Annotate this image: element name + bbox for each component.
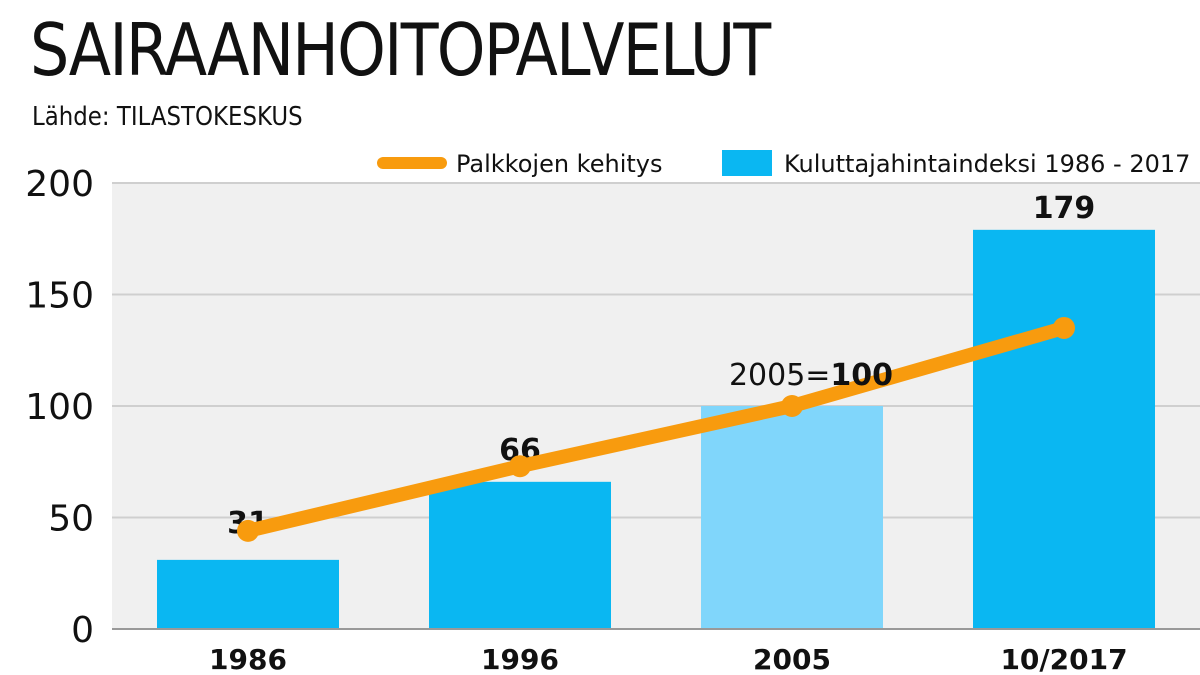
line-series-path bbox=[241, 320, 1071, 538]
legend: Palkkojen kehitys Kuluttajahintaindeksi … bbox=[377, 150, 1190, 178]
bar-value-label: 179 bbox=[1033, 191, 1096, 226]
chart-source: Lähde: TILASTOKESKUS bbox=[32, 102, 303, 132]
x-axis-labels: 1986 1996 2005 10/2017 bbox=[209, 643, 1128, 675]
x-tick-label: 2005 bbox=[753, 643, 831, 675]
y-tick-label: 100 bbox=[25, 387, 94, 428]
bar-2005 bbox=[701, 406, 883, 629]
line-series bbox=[237, 316, 1075, 542]
x-tick-label: 1986 bbox=[209, 643, 287, 675]
legend-bar-label: Kuluttajahintaindeksi 1986 - 2017 bbox=[784, 150, 1190, 178]
bar-1986 bbox=[157, 559, 339, 629]
line-point bbox=[781, 395, 803, 417]
bars bbox=[157, 229, 1155, 629]
line-point bbox=[1053, 316, 1075, 339]
base-year-value: 100 bbox=[830, 358, 893, 393]
line-point bbox=[237, 519, 259, 542]
y-axis-ticks: 0 50 100 150 200 bbox=[25, 164, 94, 651]
line-point bbox=[509, 455, 531, 478]
y-tick-label: 150 bbox=[25, 276, 94, 317]
bar-1996 bbox=[429, 481, 611, 629]
legend-line-label: Palkkojen kehitys bbox=[456, 150, 662, 178]
base-year-annotation: 2005=100 bbox=[729, 358, 893, 393]
bar-data-labels: 3166179 bbox=[227, 191, 1095, 541]
y-tick-label: 200 bbox=[25, 164, 94, 205]
y-tick-label: 50 bbox=[48, 499, 94, 540]
bar-10-2017 bbox=[973, 229, 1155, 629]
y-tick-label: 0 bbox=[71, 610, 94, 651]
x-tick-label: 10/2017 bbox=[1000, 643, 1127, 675]
base-year-prefix: 2005= bbox=[729, 358, 830, 393]
x-tick-label: 1996 bbox=[481, 643, 559, 675]
legend-bar-swatch bbox=[722, 150, 772, 176]
chart-title: SAIRAANHOITOPALVELUT bbox=[30, 8, 771, 92]
